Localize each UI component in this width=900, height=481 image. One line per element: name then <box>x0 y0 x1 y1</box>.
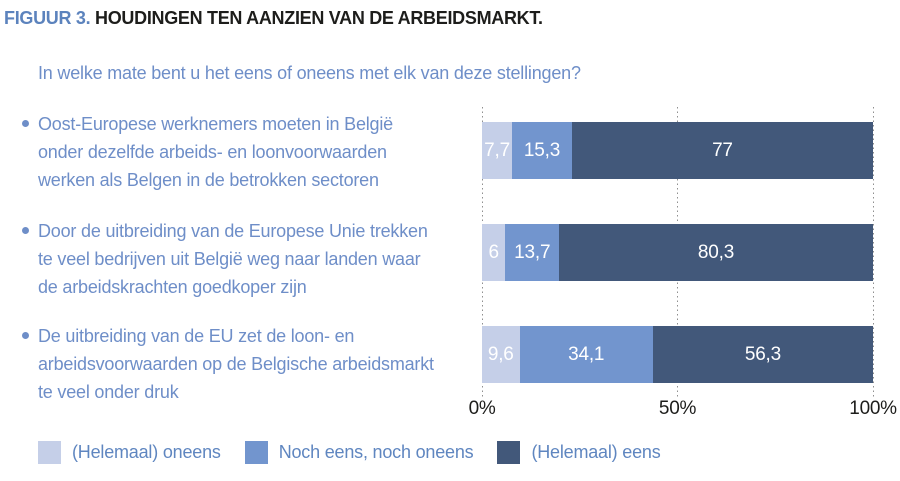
statement-2: Door de uitbreiding van de Europese Unie… <box>22 217 428 301</box>
legend-label: (Helemaal) oneens <box>72 442 221 462</box>
figure-number-label: FIGUUR 3. <box>4 8 91 28</box>
statement-line: Door de uitbreiding van de Europese Unie… <box>38 221 428 241</box>
legend-item: Noch eens, noch oneens <box>244 441 474 464</box>
statement-2-text: Door de uitbreiding van de Europese Unie… <box>38 217 428 301</box>
bar-row-2: 6 13,7 80,3 <box>482 224 873 281</box>
chart-plot-area: 7,7 15,3 77 6 13,7 80,3 9,6 34,1 56,3 <box>481 107 874 397</box>
bullet-icon <box>22 332 29 339</box>
statement-line: De uitbreiding van de EU zet de loon- en <box>38 326 355 346</box>
bar-segment: 6 <box>482 224 506 281</box>
survey-question: In welke mate bent u het eens of oneens … <box>38 63 581 83</box>
bar-row-3: 9,6 34,1 56,3 <box>482 326 873 383</box>
figure-title: FIGUUR 3. HOUDINGEN TEN AANZIEN VAN DE A… <box>4 8 543 29</box>
statement-1: Oost-Europese werknemers moeten in Belgi… <box>22 110 393 194</box>
gridline <box>872 107 874 397</box>
statement-line: Oost-Europese werknemers moeten in Belgi… <box>38 114 393 134</box>
x-axis-tick-label: 0% <box>468 398 496 419</box>
bullet-icon <box>22 120 29 127</box>
bar-segment: 56,3 <box>652 326 873 383</box>
bar-segment: 34,1 <box>519 326 653 383</box>
statement-line: te veel onder druk <box>38 382 179 402</box>
bar-segment: 7,7 <box>482 122 513 179</box>
chart-legend: (Helemaal) oneens Noch eens, noch oneens (… <box>38 441 685 464</box>
statement-line: werken als Belgen in de betrokken sector… <box>38 170 379 190</box>
bar-segment: 13,7 <box>505 224 560 281</box>
x-axis-tick-label: 50% <box>658 398 697 419</box>
legend-label: (Helemaal) eens <box>531 442 661 462</box>
bar-segment: 80,3 <box>559 224 873 281</box>
statement-line: onder dezelfde arbeids- en loonvoorwaard… <box>38 142 387 162</box>
statement-3: De uitbreiding van de EU zet de loon- en… <box>22 322 434 406</box>
legend-swatch-icon <box>244 441 268 464</box>
x-axis-tick-label: 100% <box>849 398 897 419</box>
bar-segment: 9,6 <box>482 326 520 383</box>
bullet-icon <box>22 227 29 234</box>
statement-3-text: De uitbreiding van de EU zet de loon- en… <box>38 322 434 406</box>
legend-label: Noch eens, noch oneens <box>278 442 474 462</box>
bar-segment: 77 <box>571 122 873 179</box>
legend-swatch-icon <box>38 441 61 464</box>
statement-line: de arbeidskrachten goedkoper zijn <box>38 277 307 297</box>
legend-item: (Helemaal) eens <box>497 441 661 464</box>
legend-swatch-icon <box>497 441 521 464</box>
statement-1-text: Oost-Europese werknemers moeten in Belgi… <box>38 110 393 194</box>
x-axis: 0% 50% 100% <box>469 398 897 422</box>
figure-title-text: HOUDINGEN TEN AANZIEN VAN DE ARBEIDSMARK… <box>95 8 543 28</box>
bar-row-1: 7,7 15,3 77 <box>482 122 873 179</box>
bar-segment: 15,3 <box>512 122 572 179</box>
legend-item: (Helemaal) oneens <box>38 441 221 464</box>
statement-line: te veel bedrijven uit België weg naar la… <box>38 249 421 269</box>
statement-line: arbeidsvoorwaarden op de Belgische arbei… <box>38 354 434 374</box>
